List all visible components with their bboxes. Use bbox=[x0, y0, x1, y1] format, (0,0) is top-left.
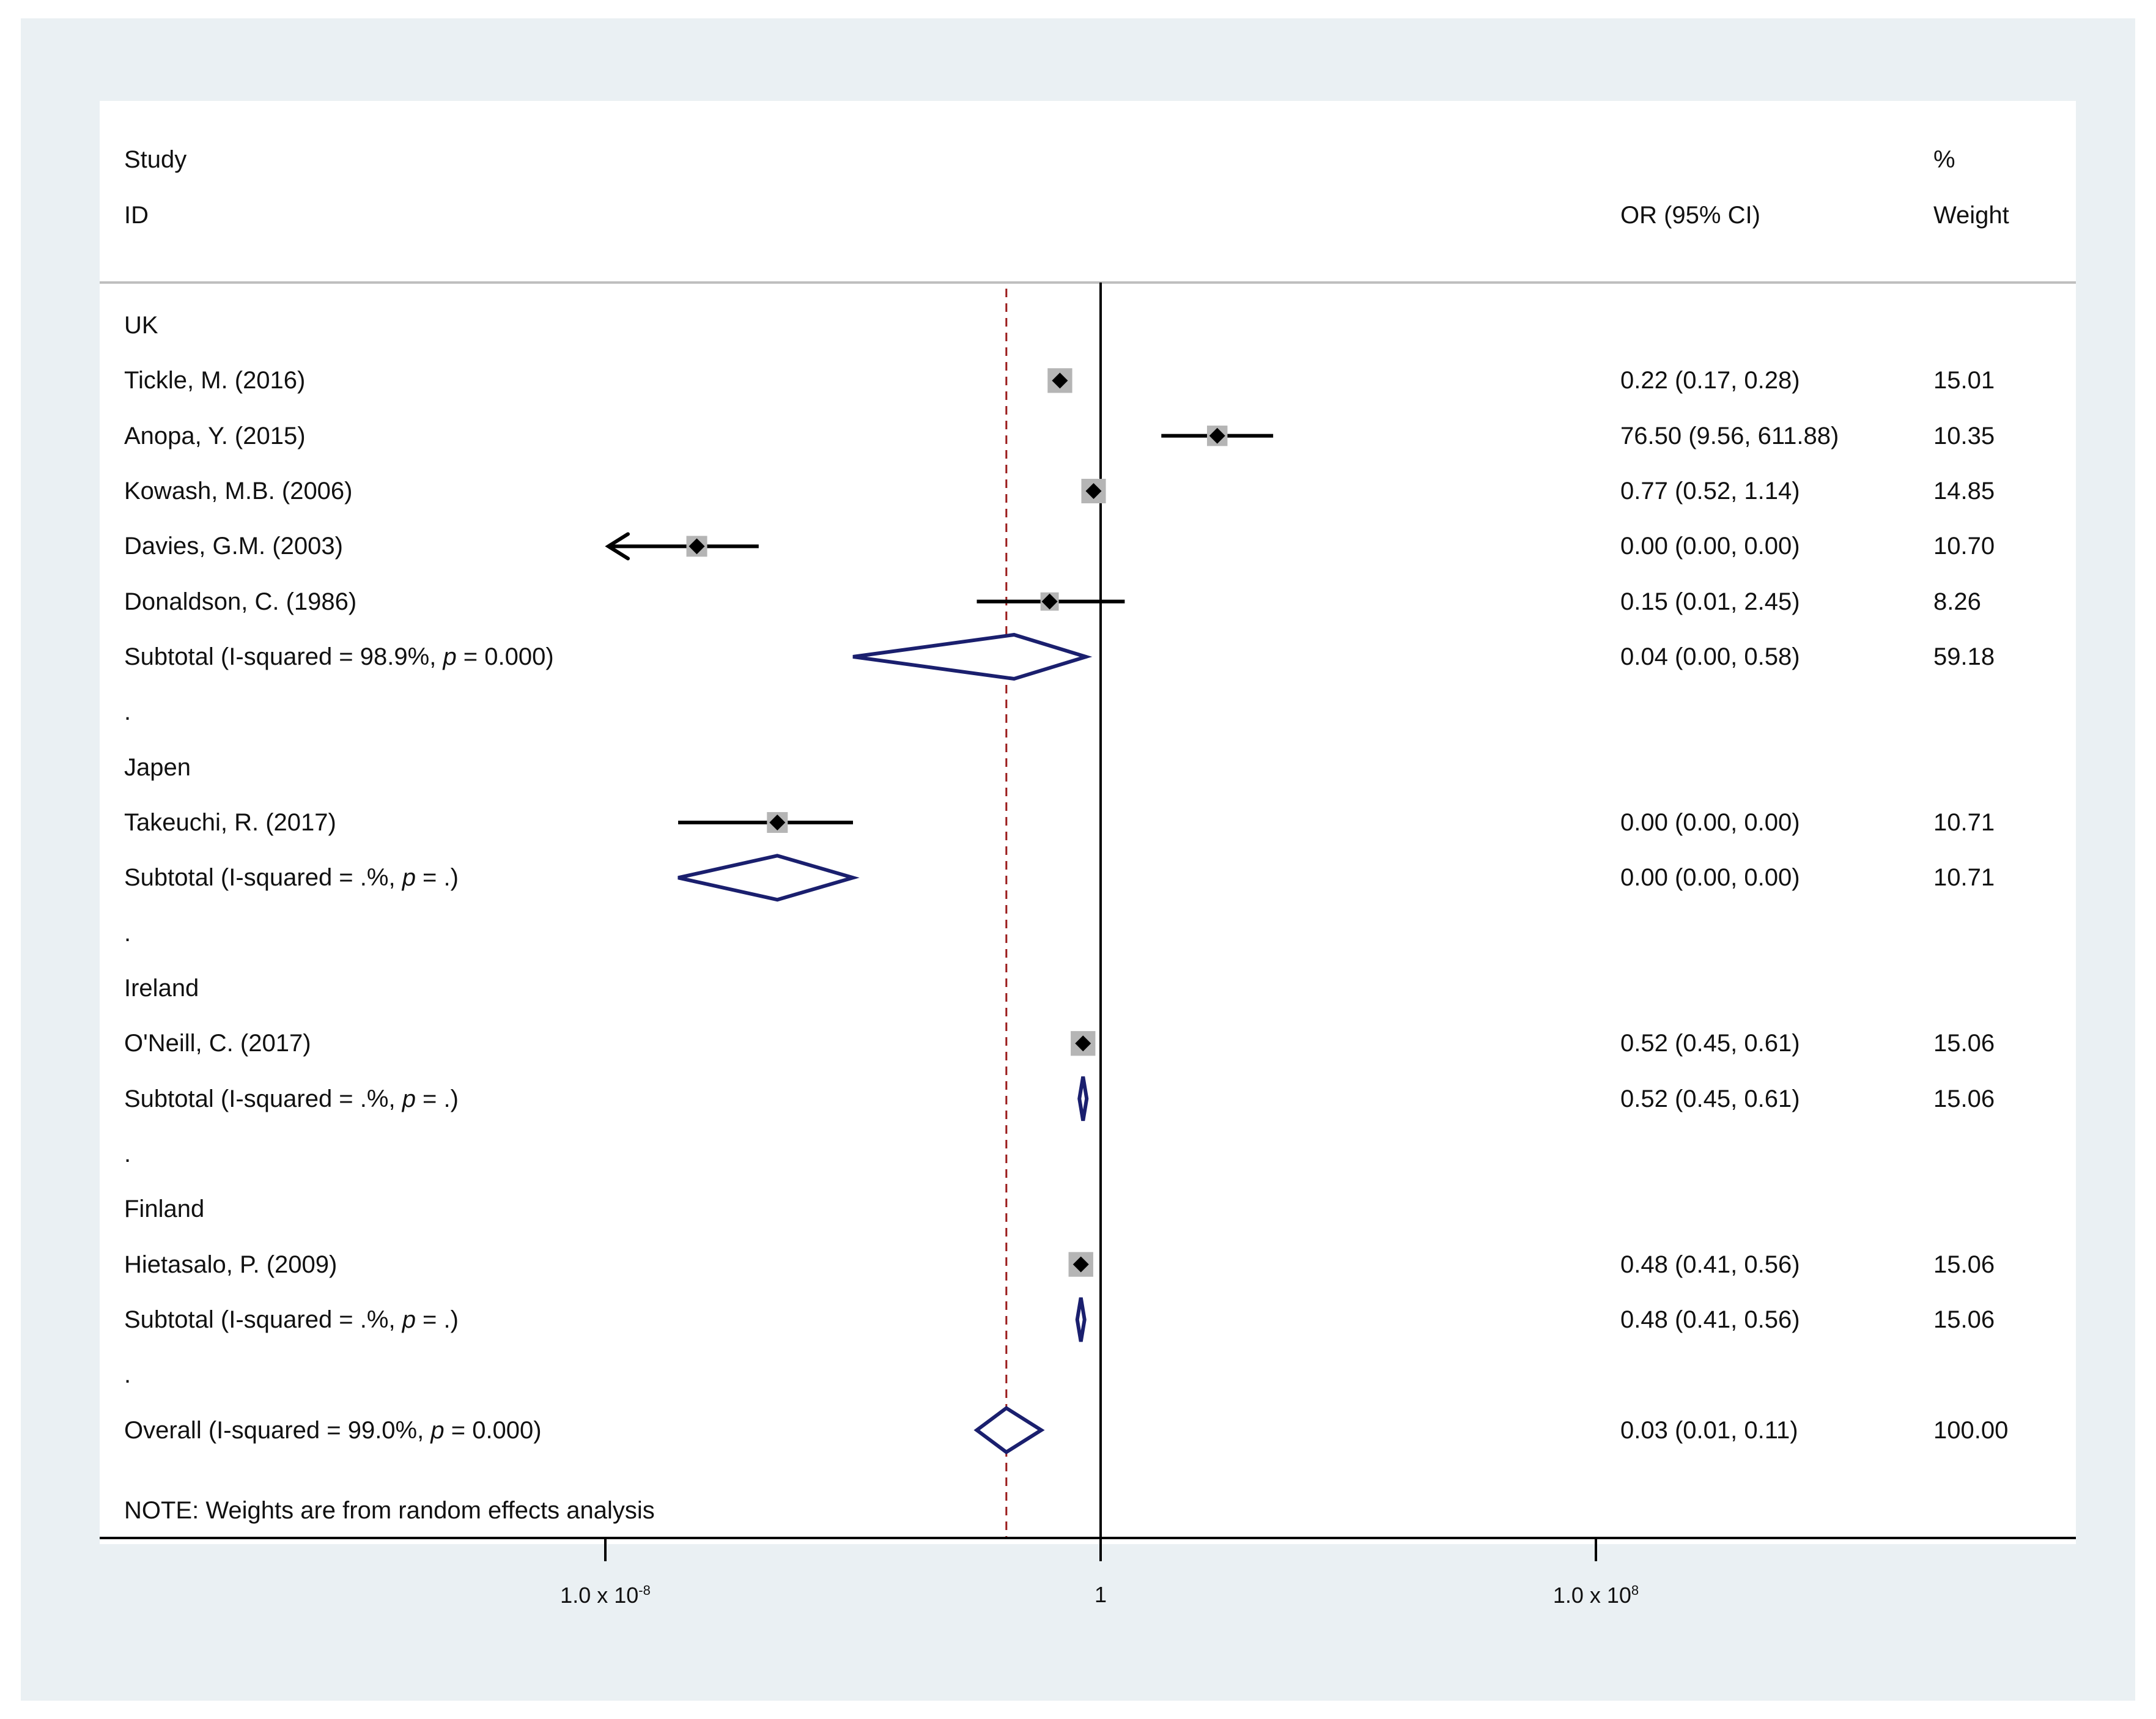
point-estimate-13 bbox=[1075, 1035, 1091, 1052]
study-label-2: Anopa, Y. (2015) bbox=[124, 422, 306, 449]
study-weight-17: 15.06 bbox=[1933, 1251, 1995, 1278]
subtotal-weight-6: 59.18 bbox=[1933, 643, 1995, 670]
study-weight-3: 14.85 bbox=[1933, 477, 1995, 505]
subtotal-label-14: Subtotal (I-squared = .%, p = .) bbox=[124, 1085, 459, 1112]
study-or-ci-17: 0.48 (0.41, 0.56) bbox=[1620, 1251, 1800, 1278]
subtotal-diamond-10 bbox=[677, 854, 860, 902]
study-label-1: Tickle, M. (2016) bbox=[124, 367, 306, 394]
subtotal-label-10: Subtotal (I-squared = .%, p = .) bbox=[124, 864, 459, 892]
overall-label-20: Overall (I-squared = 99.0%, p = 0.000) bbox=[124, 1416, 542, 1444]
study-or-ci-13: 0.52 (0.45, 0.61) bbox=[1620, 1030, 1800, 1057]
dot-label-7: . bbox=[124, 698, 131, 726]
group-label-16: Finland bbox=[124, 1196, 205, 1223]
study-weight-4: 10.70 bbox=[1933, 533, 1995, 560]
subtotal-label-18: Subtotal (I-squared = .%, p = .) bbox=[124, 1306, 459, 1333]
study-weight-13: 15.06 bbox=[1933, 1030, 1995, 1057]
subtotal-label-6: Subtotal (I-squared = 98.9%, p = 0.000) bbox=[124, 643, 554, 670]
point-estimate-9 bbox=[769, 814, 786, 830]
point-estimate-3 bbox=[1085, 482, 1102, 499]
subtotal-weight-14: 15.06 bbox=[1933, 1085, 1995, 1112]
study-label-13: O'Neill, C. (2017) bbox=[124, 1030, 311, 1057]
ci-arrow-4 bbox=[605, 532, 630, 561]
subtotal-diamond-18 bbox=[1075, 1297, 1087, 1342]
point-estimate-1 bbox=[1052, 372, 1068, 389]
study-label-17: Hietasalo, P. (2009) bbox=[124, 1251, 338, 1278]
header-study: Study bbox=[124, 146, 187, 173]
note-text: NOTE: Weights are from random effects an… bbox=[124, 1497, 655, 1524]
dot-label-19: . bbox=[124, 1361, 131, 1389]
study-or-ci-3: 0.77 (0.52, 1.14) bbox=[1620, 477, 1800, 505]
study-or-ci-2: 76.50 (9.56, 611.88) bbox=[1620, 422, 1839, 449]
study-weight-1: 15.01 bbox=[1933, 367, 1995, 394]
study-label-9: Takeuchi, R. (2017) bbox=[124, 808, 336, 836]
study-or-ci-4: 0.00 (0.00, 0.00) bbox=[1620, 533, 1800, 560]
x-tick-label-0: 1.0 x 10-8 bbox=[560, 1583, 651, 1608]
overall-weight-20: 100.00 bbox=[1933, 1416, 2009, 1444]
header-id: ID bbox=[124, 202, 149, 229]
overall-or-ci-20: 0.03 (0.01, 0.11) bbox=[1620, 1416, 1798, 1444]
study-weight-9: 10.71 bbox=[1933, 808, 1995, 836]
subtotal-or-ci-14: 0.52 (0.45, 0.61) bbox=[1620, 1085, 1800, 1112]
subtotal-weight-10: 10.71 bbox=[1933, 864, 1995, 892]
study-label-4: Davies, G.M. (2003) bbox=[124, 533, 343, 560]
x-tick-label-1: 1 bbox=[1094, 1582, 1107, 1607]
group-label-12: Ireland bbox=[124, 974, 199, 1002]
study-label-5: Donaldson, C. (1986) bbox=[124, 588, 357, 615]
forest-plot-panel bbox=[100, 101, 2076, 1544]
study-or-ci-1: 0.22 (0.17, 0.28) bbox=[1620, 367, 1800, 394]
point-estimate-2 bbox=[1209, 427, 1225, 444]
study-label-3: Kowash, M.B. (2006) bbox=[124, 477, 353, 505]
subtotal-diamond-14 bbox=[1077, 1076, 1089, 1122]
subtotal-diamond-6 bbox=[852, 632, 1093, 681]
header-weight: Weight bbox=[1933, 202, 2009, 229]
study-weight-2: 10.35 bbox=[1933, 422, 1995, 449]
subtotal-or-ci-18: 0.48 (0.41, 0.56) bbox=[1620, 1306, 1800, 1333]
x-tick-label-2: 1.0 x 108 bbox=[1552, 1583, 1639, 1608]
point-estimate-5 bbox=[1041, 593, 1058, 610]
header-or-ci: OR (95% CI) bbox=[1620, 202, 1760, 229]
point-estimate-4 bbox=[689, 538, 705, 555]
dot-label-15: . bbox=[124, 1140, 131, 1167]
subtotal-or-ci-10: 0.00 (0.00, 0.00) bbox=[1620, 864, 1800, 892]
group-label-8: Japen bbox=[124, 753, 191, 781]
overall-diamond-20 bbox=[973, 1405, 1045, 1455]
header-percent: % bbox=[1933, 146, 1955, 173]
group-label-0: UK bbox=[124, 312, 158, 339]
dot-label-11: . bbox=[124, 919, 131, 947]
study-weight-5: 8.26 bbox=[1933, 588, 1981, 615]
point-estimate-17 bbox=[1072, 1256, 1089, 1273]
subtotal-weight-18: 15.06 bbox=[1933, 1306, 1995, 1333]
study-or-ci-9: 0.00 (0.00, 0.00) bbox=[1620, 808, 1800, 836]
study-or-ci-5: 0.15 (0.01, 2.45) bbox=[1620, 588, 1800, 615]
subtotal-or-ci-6: 0.04 (0.00, 0.58) bbox=[1620, 643, 1800, 670]
